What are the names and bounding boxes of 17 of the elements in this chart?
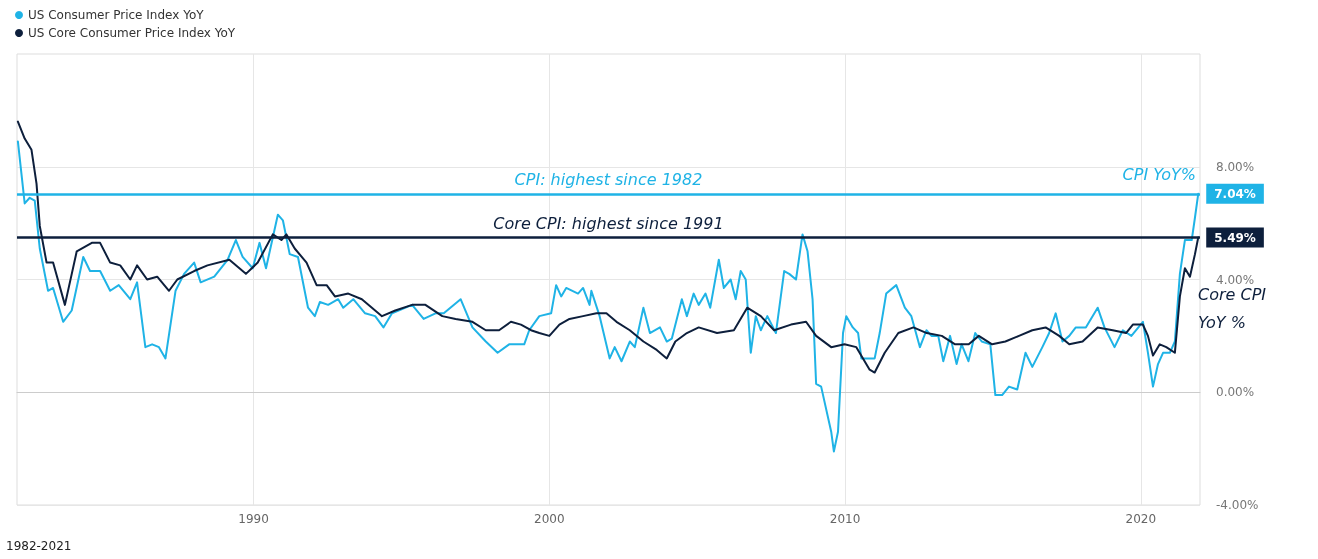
y-tick-label: 0.00%: [1216, 385, 1255, 400]
annotation: Core CPI YoY %: [1198, 284, 1272, 332]
x-tick-label: 1990: [238, 512, 269, 526]
legend-label: US Core Consumer Price Index YoY: [28, 26, 236, 40]
x-tick-label: 2020: [1125, 512, 1157, 526]
data-label: 7.04%: [1214, 186, 1256, 201]
ref-line-label: Core CPI: highest since 1991: [493, 214, 724, 233]
text: 1982-2021: [6, 539, 72, 553]
ref-line-label: CPI: highest since 1982: [514, 170, 703, 190]
data-label: 5.49%: [1214, 230, 1256, 245]
annotation: CPI YoY%: [1122, 164, 1196, 184]
x-tick-label: 2000: [534, 512, 565, 526]
y-tick-label: 8.00%: [1216, 159, 1255, 174]
y-tick-label: -4.00%: [1216, 498, 1259, 512]
legend-label: US Consumer Price Index YoY: [28, 8, 205, 22]
y-tick-label: 4.00%: [1216, 272, 1255, 287]
x-tick-label: 2010: [829, 512, 861, 526]
